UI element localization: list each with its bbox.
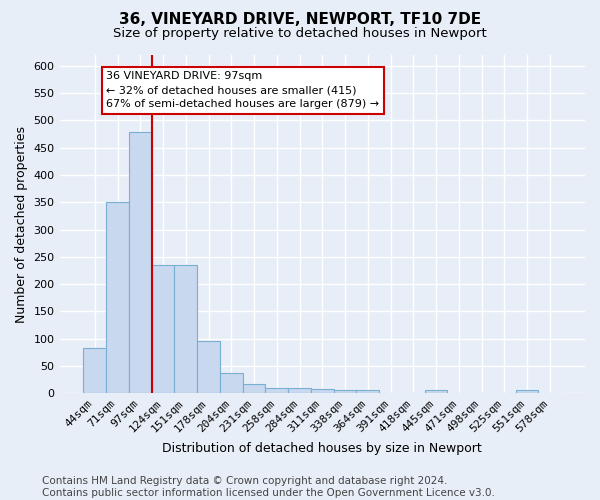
Bar <box>152 265 175 393</box>
Text: Size of property relative to detached houses in Newport: Size of property relative to detached ho… <box>113 28 487 40</box>
Bar <box>129 132 152 393</box>
Bar <box>242 384 265 393</box>
Bar <box>311 388 334 393</box>
Text: 36, VINEYARD DRIVE, NEWPORT, TF10 7DE: 36, VINEYARD DRIVE, NEWPORT, TF10 7DE <box>119 12 481 28</box>
Bar <box>356 390 379 393</box>
Bar <box>175 265 197 393</box>
X-axis label: Distribution of detached houses by size in Newport: Distribution of detached houses by size … <box>163 442 482 455</box>
Bar <box>83 348 106 393</box>
Text: Contains HM Land Registry data © Crown copyright and database right 2024.
Contai: Contains HM Land Registry data © Crown c… <box>42 476 495 498</box>
Bar <box>106 202 129 393</box>
Bar <box>334 390 356 393</box>
Bar <box>425 390 448 393</box>
Bar <box>197 340 220 393</box>
Bar <box>220 373 242 393</box>
Bar <box>515 390 538 393</box>
Y-axis label: Number of detached properties: Number of detached properties <box>15 126 28 322</box>
Bar <box>288 388 311 393</box>
Bar <box>265 388 288 393</box>
Text: 36 VINEYARD DRIVE: 97sqm
← 32% of detached houses are smaller (415)
67% of semi-: 36 VINEYARD DRIVE: 97sqm ← 32% of detach… <box>106 72 379 110</box>
